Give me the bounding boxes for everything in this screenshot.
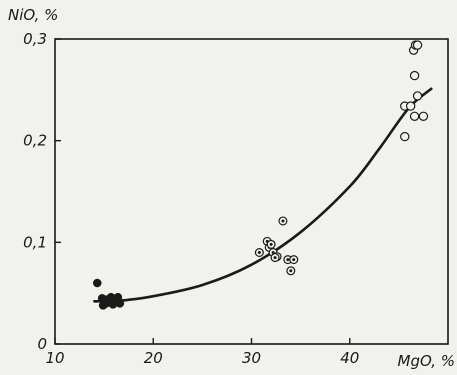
data-point-open — [418, 111, 429, 121]
fit-curve-line — [93, 87, 433, 303]
data-point-filled — [113, 292, 123, 302]
y-tick-label: 0,2 — [23, 132, 47, 150]
data-points-layer — [92, 40, 429, 310]
x-tick-label: 20 — [144, 349, 163, 367]
data-point-open — [412, 40, 423, 50]
data-point-center-dot — [281, 219, 285, 223]
tick-layer: 10 20 30 40 0 0,1 0,2 0,3 — [23, 30, 359, 367]
data-point-center-dot — [271, 251, 275, 254]
x-tick-label: 40 — [340, 349, 359, 367]
x-tick-label: 10 — [45, 349, 64, 367]
data-point-dotted — [286, 266, 296, 276]
x-tick-label: 30 — [242, 349, 261, 367]
y-tick-label: 0,1 — [23, 233, 47, 251]
data-point-center-dot — [257, 251, 261, 254]
data-point-open — [412, 91, 423, 101]
data-point-filled — [92, 278, 102, 288]
data-point-center-dot — [286, 258, 290, 262]
fit-curve-layer — [93, 87, 433, 303]
data-point-center-dot — [273, 256, 277, 260]
data-point-filled — [98, 301, 108, 310]
data-point-dotted — [278, 216, 288, 226]
data-point-filled — [103, 294, 113, 304]
data-point-dotted — [254, 248, 264, 258]
data-point-center-dot — [269, 242, 273, 246]
data-point-dotted — [289, 255, 299, 265]
data-point-open — [409, 70, 420, 81]
data-point-dotted — [266, 239, 276, 249]
data-point-center-dot — [292, 258, 296, 262]
data-point-center-dot — [289, 269, 293, 273]
y-axis-title: NiO, % — [8, 6, 58, 24]
data-point-dotted — [270, 253, 280, 263]
data-point-open — [409, 111, 420, 121]
data-point-open — [400, 131, 410, 142]
y-tick-label: 0,3 — [23, 30, 47, 48]
y-tick-label: 0 — [37, 335, 47, 353]
data-point-open — [405, 101, 416, 111]
x-axis-title: MgO, % — [398, 352, 455, 370]
